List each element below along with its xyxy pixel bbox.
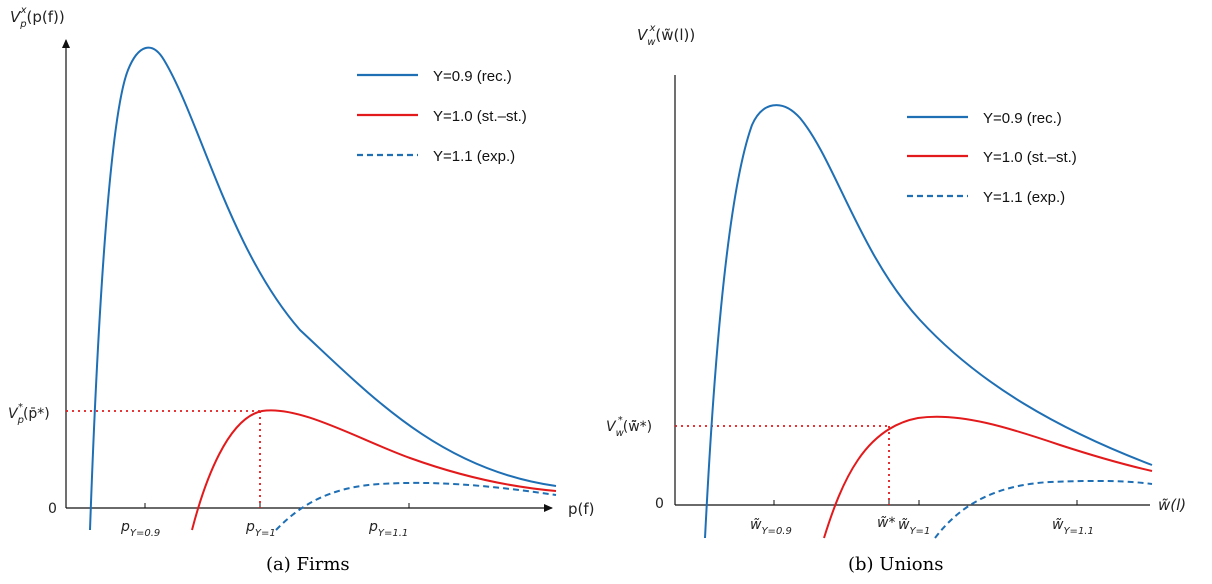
x-axis-label: p(f) <box>568 500 595 518</box>
x-tick-label: pY=0.9 <box>120 519 160 539</box>
y-star-label: Vw*(w̃̄*) <box>606 415 652 439</box>
x-tick-label: w̃Y=0.9 <box>750 517 792 537</box>
y-zero-label: 0 <box>655 496 664 512</box>
panel-firms: Vpx(p(f)) p(f) 0 Vp*(p̄*) pY=0.9 pY=1 pY… <box>8 5 595 575</box>
legend: Y=0.9 (rec.) Y=1.0 (st.–st.) Y=1.1 (exp.… <box>907 110 1077 206</box>
legend-label: Y=1.0 (st.–st.) <box>433 108 527 125</box>
panel-unions: Vwx(w̃(l)) w̃(l) 0 Vw*(w̃̄*) w̃Y=0.9 w̃*… <box>606 23 1186 575</box>
series-line-y11 <box>934 479 1153 539</box>
x-tick-label: w̃* <box>877 515 895 531</box>
x-tick-label: w̃Y=1 <box>898 517 930 537</box>
legend-label: Y=0.9 (rec.) <box>983 110 1062 127</box>
x-tick-label: pY=1 <box>245 519 276 539</box>
x-axis-label: w̃(l) <box>1158 496 1186 514</box>
y-star-label: Vp*(p̄*) <box>8 402 50 426</box>
y-axis-label: Vwx(w̃(l)) <box>637 23 695 48</box>
legend-label: Y=1.1 (exp.) <box>983 189 1065 206</box>
x-tick-label: pY=1.1 <box>368 519 408 539</box>
series-line-y11 <box>275 481 557 531</box>
series-line-y09 <box>89 46 557 531</box>
legend-label: Y=0.9 (rec.) <box>433 68 512 85</box>
legend: Y=0.9 (rec.) Y=1.0 (st.–st.) Y=1.1 (exp.… <box>357 68 527 165</box>
legend-label: Y=1.1 (exp.) <box>433 148 515 165</box>
y-axis-label: Vpx(p(f)) <box>10 5 65 30</box>
y-zero-label: 0 <box>48 501 57 517</box>
series-line-y09 <box>704 104 1153 539</box>
legend-label: Y=1.0 (st.–st.) <box>983 149 1077 166</box>
series-line-y10 <box>823 415 1153 539</box>
x-tick-label: w̃Y=1.1 <box>1052 517 1094 537</box>
caption: (a) Firms <box>266 554 350 575</box>
caption: (b) Unions <box>848 554 943 575</box>
series-line-y10 <box>191 409 557 531</box>
